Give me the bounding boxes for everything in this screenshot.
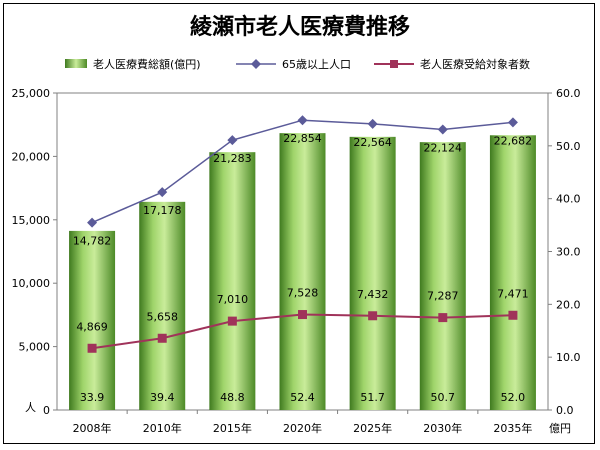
recipients-point: [227, 316, 237, 326]
recipients-data-label: 7,432: [357, 288, 389, 301]
bar-data-label: 51.7: [360, 391, 385, 404]
legend-label-population: 65歳以上人口: [282, 58, 351, 71]
left-tick-label: 25,000: [12, 87, 51, 100]
left-tick-label: 10,000: [12, 277, 51, 290]
left-tick-label: 15,000: [12, 214, 51, 227]
bar: [489, 135, 536, 410]
left-tick-label: 5,000: [19, 341, 51, 354]
legend-swatch-bar: [65, 59, 87, 68]
recipients-point: [438, 313, 448, 323]
bar: [419, 142, 466, 410]
x-tick-label: 2008年: [73, 421, 112, 435]
recipients-data-label: 7,471: [497, 287, 529, 300]
recipients-data-label: 4,869: [76, 320, 108, 333]
x-tick-label: 2020年: [283, 421, 322, 435]
population-point: [87, 217, 98, 228]
recipients-data-label: 5,658: [146, 310, 178, 323]
bar-data-label: 50.7: [431, 391, 456, 404]
recipients-point: [87, 343, 97, 353]
recipients-point: [298, 310, 307, 320]
bar: [349, 136, 396, 410]
bar: [69, 230, 116, 410]
population-data-label: 22,564: [353, 136, 392, 149]
legend-marker-recipients: [390, 60, 398, 68]
right-tick-label: 20.0: [556, 298, 581, 311]
legend-label-recipients: 老人医療受給対象者数: [420, 57, 530, 71]
legend-marker-population: [251, 59, 261, 69]
recipients-data-label: 7,010: [217, 293, 249, 306]
x-tick-label: 2025年: [353, 421, 392, 435]
right-tick-label: 30.0: [556, 246, 581, 259]
population-point: [227, 135, 238, 146]
x-tick-label: 2035年: [493, 421, 532, 435]
bar-data-label: 52.4: [290, 391, 315, 404]
population-data-label: 14,782: [73, 235, 112, 248]
right-tick-label: 10.0: [556, 351, 581, 364]
left-tick-label: 0: [43, 404, 50, 417]
population-data-label: 22,682: [494, 134, 533, 147]
right-tick-label: 60.0: [556, 87, 581, 100]
bar-data-label: 48.8: [220, 391, 245, 404]
legend-label-bar: 老人医療費総額(億円): [93, 57, 201, 71]
right-tick-label: 40.0: [556, 193, 581, 206]
population-data-label: 17,178: [143, 204, 182, 217]
x-axis: 2008年 2010年 2015年 2020年 2025年 2030年 2035年: [73, 410, 532, 435]
bar: [209, 152, 256, 410]
recipients-point: [508, 310, 518, 320]
bar-data-label: 33.9: [80, 391, 105, 404]
population-data-label: 21,283: [213, 152, 252, 165]
population-point: [297, 115, 308, 126]
right-axis-unit: 億円: [549, 422, 571, 435]
right-tick-label: 0.0: [556, 404, 574, 417]
right-tick-label: 50.0: [556, 140, 581, 153]
bar-data-label: 52.0: [501, 391, 526, 404]
x-tick-label: 2015年: [213, 421, 252, 435]
data-labels: 14,782 17,178 21,283 22,854 22,564 22,124 22,6…: [73, 132, 532, 404]
bars: [69, 133, 536, 411]
population-data-label: 22,854: [283, 132, 322, 145]
population-point: [367, 118, 378, 129]
recipients-data-label: 7,528: [287, 287, 319, 300]
bar: [139, 201, 186, 410]
chart-title: 綾瀬市老人医療費推移: [190, 14, 410, 40]
legend: 老人医療費総額(億円) 65歳以上人口 老人医療受給対象者数: [65, 57, 530, 71]
population-point: [507, 117, 518, 128]
left-axis: 0 5,000 10,000 15,000 20,000 25,000: [12, 87, 57, 417]
x-tick-label: 2010年: [143, 421, 182, 435]
lines: [87, 115, 518, 353]
recipients-point: [368, 311, 378, 321]
population-data-label: 22,124: [424, 141, 463, 154]
left-axis-unit: 人: [25, 401, 36, 414]
x-tick-label: 2030年: [423, 421, 462, 435]
recipients-point: [157, 333, 167, 343]
right-axis: 0.0 10.0 20.0 30.0 40.0 50.0 60.0: [548, 87, 581, 417]
recipients-data-label: 7,287: [427, 290, 459, 303]
bar-data-label: 39.4: [150, 391, 175, 404]
population-point: [157, 187, 168, 198]
population-point: [437, 124, 448, 135]
left-tick-label: 20,000: [12, 150, 51, 163]
bar: [279, 133, 326, 411]
